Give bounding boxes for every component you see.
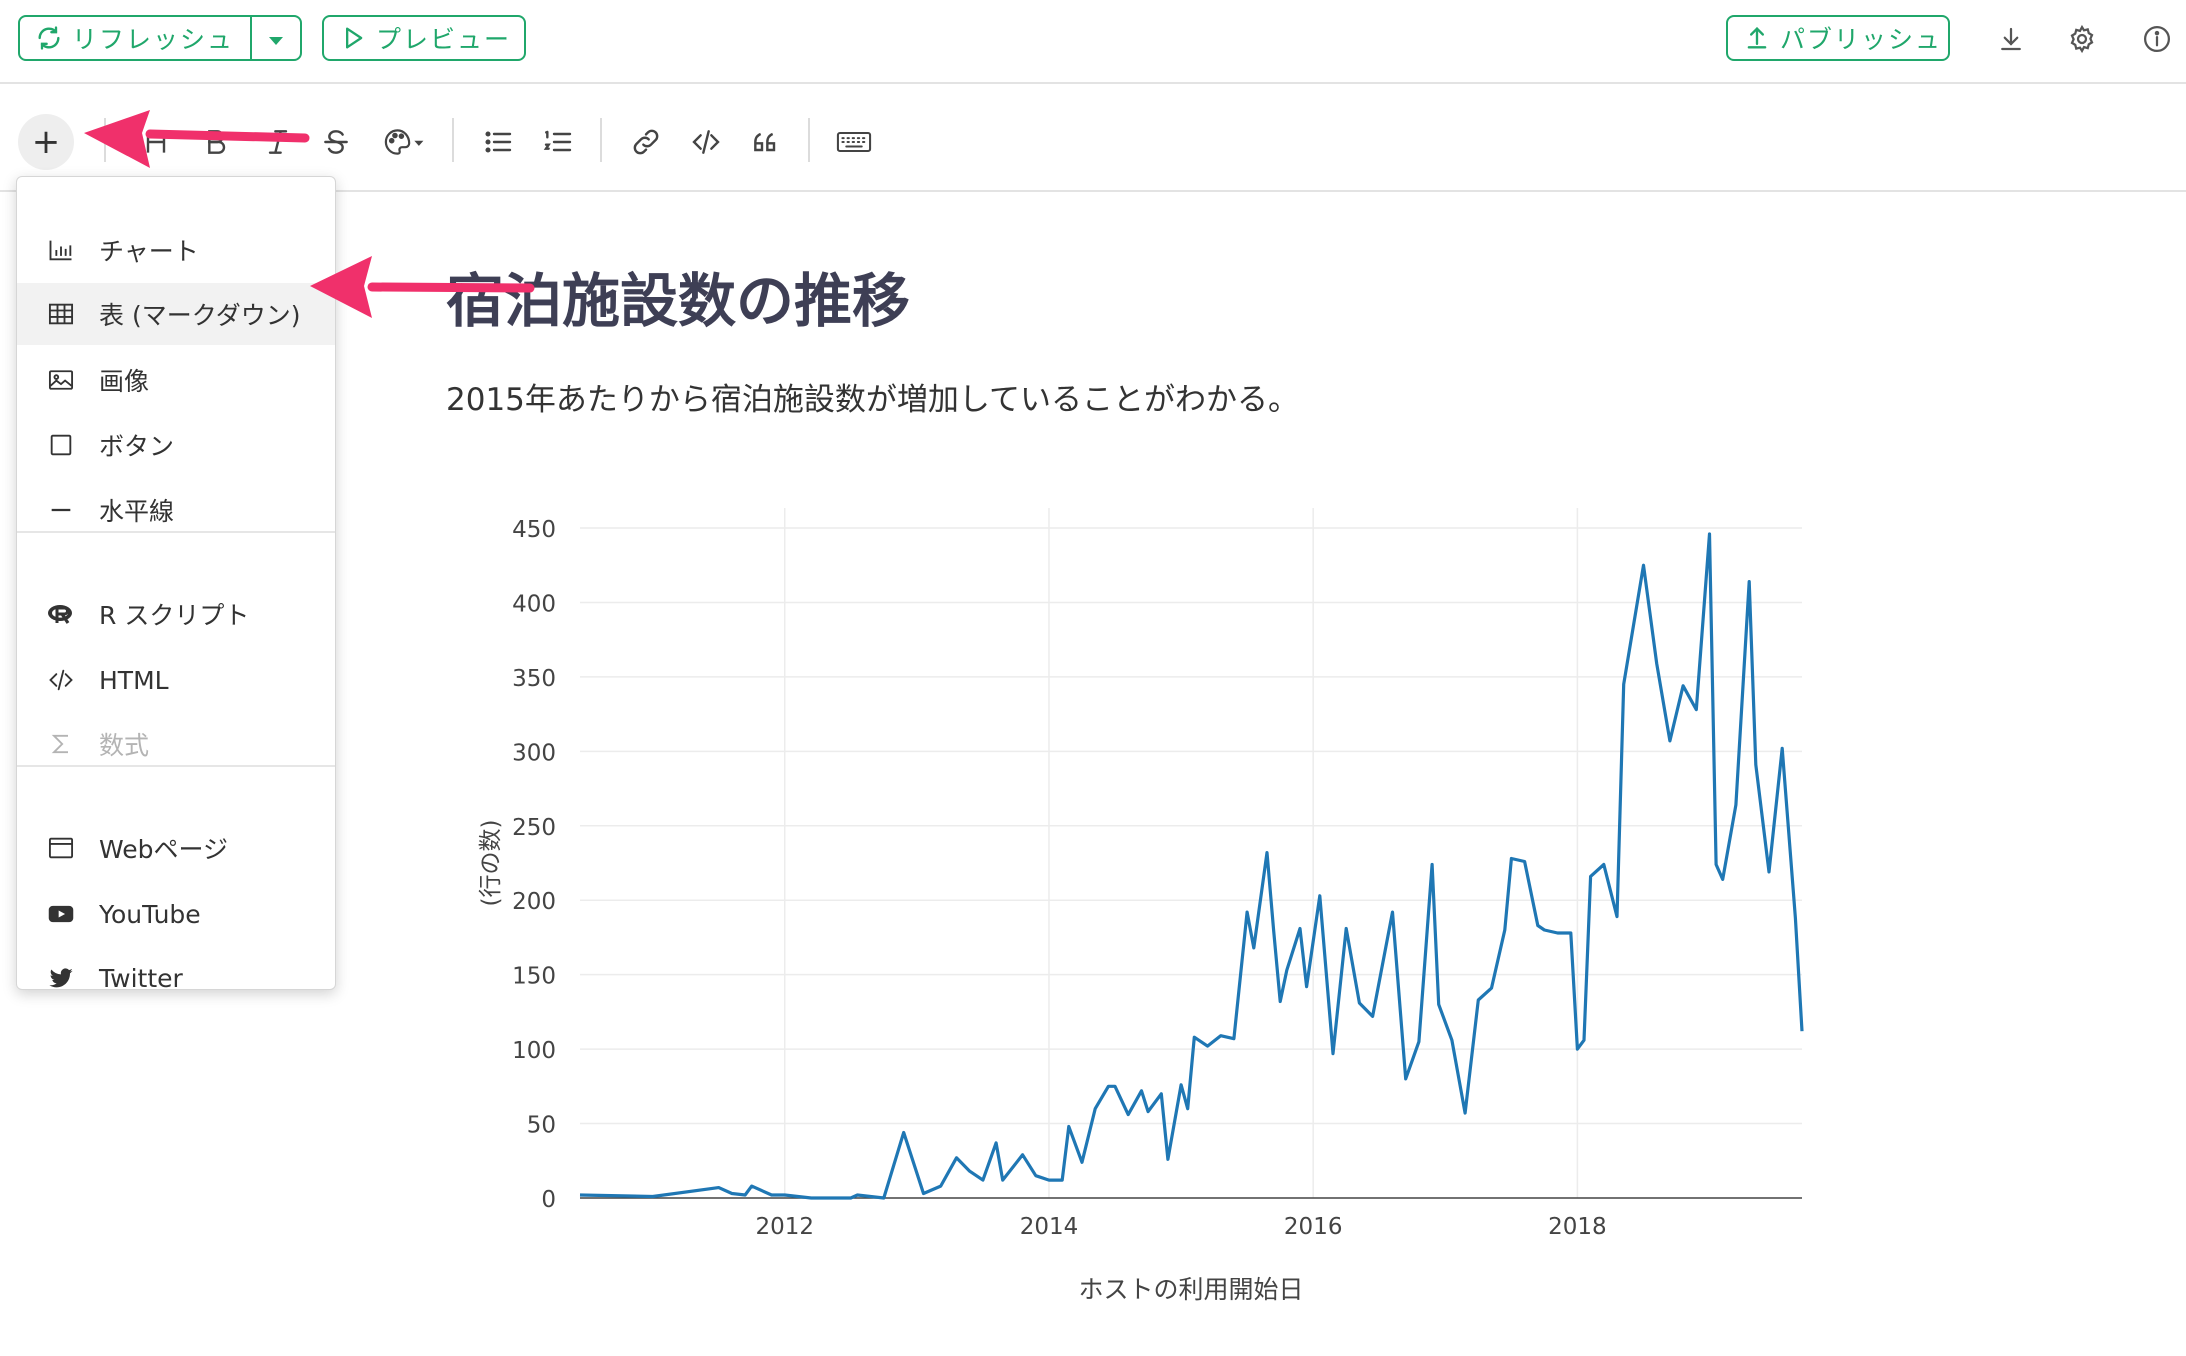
x-axis-ticks: 2012 2014 2016 2018 bbox=[755, 1214, 1606, 1240]
heading-icon[interactable] bbox=[136, 122, 176, 162]
menu-item-r-script[interactable]: R スクリプト bbox=[17, 583, 335, 645]
menu-item-twitter[interactable]: Twitter bbox=[17, 947, 335, 1009]
toolbar-divider bbox=[104, 118, 106, 162]
chart-grid bbox=[580, 508, 1802, 1198]
italic-icon[interactable] bbox=[258, 122, 298, 162]
upload-icon bbox=[1740, 21, 1774, 55]
y-axis-ticks: 0 50 100 150 200 250 300 350 400 450 bbox=[512, 517, 556, 1213]
x-axis-title: ホストの利用開始日 bbox=[1078, 1275, 1303, 1304]
y-tick-label: 300 bbox=[512, 740, 556, 766]
bold-icon[interactable] bbox=[196, 122, 236, 162]
menu-item-label: 数式 bbox=[99, 731, 150, 760]
refresh-dropdown-button[interactable] bbox=[252, 17, 300, 59]
x-tick-label: 2014 bbox=[1020, 1214, 1079, 1240]
menu-item-label: 水平線 bbox=[99, 497, 175, 526]
y-tick-label: 150 bbox=[512, 964, 556, 990]
menu-item-label: チャート bbox=[99, 237, 199, 266]
bullet-list-icon[interactable] bbox=[478, 122, 518, 162]
menu-item-horizontal-rule[interactable]: 水平線 bbox=[17, 479, 335, 541]
keyboard-icon[interactable] bbox=[834, 122, 874, 162]
sigma-icon bbox=[45, 728, 77, 760]
refresh-button[interactable]: リフレッシュ bbox=[20, 17, 252, 59]
refresh-icon bbox=[32, 21, 66, 55]
menu-item-label: R スクリプト bbox=[99, 601, 250, 630]
play-icon bbox=[336, 21, 370, 55]
caret-down-icon bbox=[267, 24, 285, 53]
document-title[interactable]: 宿泊施設数の推移 bbox=[446, 267, 911, 335]
y-tick-label: 200 bbox=[512, 889, 556, 915]
menu-item-label: YouTube bbox=[99, 899, 201, 929]
horizontal-rule-icon bbox=[45, 494, 77, 526]
menu-item-label: Webページ bbox=[99, 835, 229, 864]
insert-button[interactable]: + bbox=[18, 114, 74, 170]
y-tick-label: 50 bbox=[527, 1113, 556, 1139]
x-tick-label: 2012 bbox=[755, 1214, 814, 1240]
youtube-icon bbox=[45, 898, 77, 930]
strikethrough-icon[interactable] bbox=[316, 122, 356, 162]
insert-menu: チャート 表 (マークダウン) 画像 ボタン 水平線 R スクリプト bbox=[16, 176, 336, 993]
r-script-icon bbox=[45, 598, 77, 630]
menu-item-label: 表 (マークダウン) bbox=[99, 301, 301, 330]
y-tick-label: 0 bbox=[541, 1187, 556, 1213]
numbered-list-icon[interactable] bbox=[538, 122, 578, 162]
palette-icon[interactable] bbox=[378, 122, 430, 162]
x-tick-label: 2018 bbox=[1548, 1214, 1607, 1240]
preview-label: プレビュー bbox=[376, 25, 512, 54]
preview-button[interactable]: プレビュー bbox=[322, 15, 526, 61]
menu-item-chart[interactable]: チャート bbox=[17, 219, 335, 281]
top-toolbar: リフレッシュ プレビュー パブリッシュ bbox=[0, 0, 2186, 84]
y-tick-label: 450 bbox=[512, 517, 556, 543]
format-toolbar: + bbox=[0, 86, 2186, 192]
menu-item-image[interactable]: 画像 bbox=[17, 349, 335, 411]
series-line bbox=[579, 532, 1804, 1200]
download-icon[interactable] bbox=[1992, 20, 2030, 58]
info-icon[interactable] bbox=[2138, 20, 2176, 58]
menu-item-label: Twitter bbox=[99, 963, 183, 993]
y-tick-label: 100 bbox=[512, 1038, 556, 1064]
y-axis-title: (行の数) bbox=[478, 820, 504, 907]
image-icon bbox=[45, 364, 77, 396]
menu-item-table-markdown[interactable]: 表 (マークダウン) bbox=[17, 283, 335, 345]
y-tick-label: 350 bbox=[512, 666, 556, 692]
y-tick-label: 250 bbox=[512, 815, 556, 841]
toolbar-divider bbox=[452, 118, 454, 162]
chart-icon bbox=[45, 234, 77, 266]
table-icon bbox=[45, 298, 77, 330]
menu-item-youtube[interactable]: YouTube bbox=[17, 883, 335, 945]
toolbar-divider bbox=[600, 118, 602, 162]
line-chart[interactable]: 0 50 100 150 200 250 300 350 400 450 2012 2014 2016… bbox=[460, 480, 1826, 1330]
gear-icon[interactable] bbox=[2063, 20, 2101, 58]
menu-item-web-page[interactable]: Webページ bbox=[17, 817, 335, 879]
link-icon[interactable] bbox=[626, 122, 666, 162]
menu-divider bbox=[17, 765, 335, 767]
html-icon bbox=[45, 664, 77, 696]
toolbar-divider bbox=[808, 118, 810, 162]
publish-button[interactable]: パブリッシュ bbox=[1726, 15, 1950, 61]
x-tick-label: 2016 bbox=[1284, 1214, 1343, 1240]
menu-divider bbox=[17, 531, 335, 533]
menu-item-button[interactable]: ボタン bbox=[17, 414, 335, 476]
menu-item-label: 画像 bbox=[99, 367, 150, 396]
quote-icon[interactable] bbox=[746, 122, 786, 162]
twitter-icon bbox=[45, 962, 77, 994]
button-icon bbox=[45, 429, 77, 461]
menu-item-formula: 数式 bbox=[17, 713, 335, 775]
code-icon[interactable] bbox=[686, 122, 726, 162]
refresh-label: リフレッシュ bbox=[72, 25, 235, 54]
menu-item-html[interactable]: HTML bbox=[17, 649, 335, 711]
menu-item-label: ボタン bbox=[99, 432, 175, 461]
document-paragraph[interactable]: 2015年あたりから宿泊施設数が増加していることがわかる。 bbox=[446, 382, 1299, 418]
publish-label: パブリッシュ bbox=[1780, 25, 1943, 54]
menu-item-label: HTML bbox=[99, 665, 169, 695]
refresh-button-group: リフレッシュ bbox=[18, 15, 302, 61]
web-page-icon bbox=[45, 832, 77, 864]
y-tick-label: 400 bbox=[512, 591, 556, 617]
